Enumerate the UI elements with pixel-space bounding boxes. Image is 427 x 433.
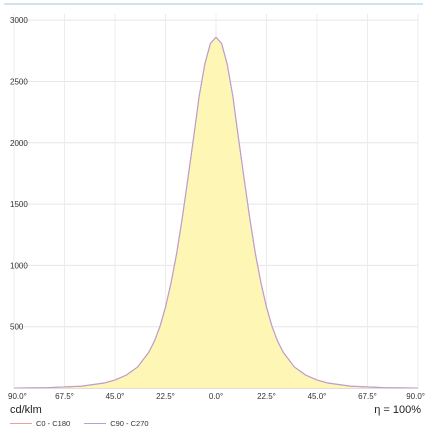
x-tick-label: 22.5° xyxy=(156,392,175,401)
legend-item-c0-c180: C0 - C180 xyxy=(10,419,70,428)
unit-label: cd/klm xyxy=(10,404,42,416)
x-tick-label: 45.0° xyxy=(106,392,125,401)
area-fill xyxy=(14,37,418,389)
plot-area xyxy=(13,36,419,389)
x-tick-label: 67.5° xyxy=(55,392,74,401)
legend-label-c0-c180: C0 - C180 xyxy=(36,419,71,428)
legend-label-c90-c270: C90 - C270 xyxy=(110,419,149,428)
legend: C0 - C180 C90 - C270 xyxy=(10,419,163,428)
x-tick-label: 45.0° xyxy=(308,392,327,401)
y-axis-ticks: 500 1000 1500 2000 2500 3000 xyxy=(10,16,28,332)
legend-swatch-c90-c270 xyxy=(84,423,107,424)
x-axis-ticks: 90.0° 67.5° 45.0° 22.5° 0.0° 22.5° 45.0° 67.5° 9… xyxy=(8,392,425,401)
y-tick-label: 2500 xyxy=(10,77,28,86)
y-tick-label: 500 xyxy=(10,323,24,332)
x-tick-label: 22.5° xyxy=(257,392,276,401)
x-tick-label: 0.0° xyxy=(209,392,223,401)
series-line-c90-c270 xyxy=(13,36,419,389)
legend-item-c90-c270: C90 - C270 xyxy=(84,419,149,428)
x-tick-label: 90.0° xyxy=(406,392,425,401)
x-tick-label: 67.5° xyxy=(358,392,377,401)
x-tick-label: 90.0° xyxy=(8,392,27,401)
legend-swatch-c0-c180 xyxy=(10,423,32,424)
efficiency-label: η = 100% xyxy=(374,404,421,416)
y-tick-label: 1000 xyxy=(10,261,28,270)
y-tick-label: 2000 xyxy=(10,139,28,148)
y-tick-label: 1500 xyxy=(10,200,28,209)
y-tick-label: 3000 xyxy=(10,16,28,25)
